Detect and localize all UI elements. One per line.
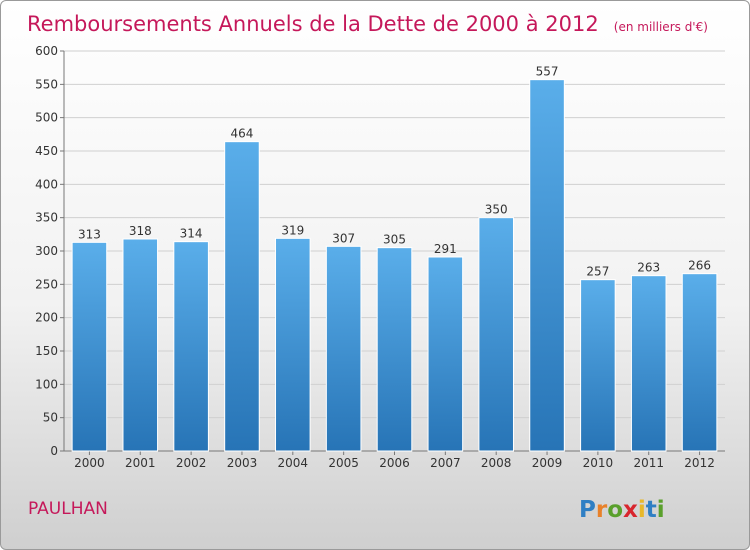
y-tick-label: 250 <box>35 277 58 291</box>
y-tick-label: 400 <box>35 177 58 191</box>
bar-2004 <box>275 237 311 452</box>
y-tick-label: 200 <box>35 311 58 325</box>
x-tick-label: 2007 <box>430 456 461 470</box>
chart-title-unit: (en milliers d'€) <box>614 20 708 34</box>
bar-2003 <box>224 141 260 452</box>
x-tick-label: 2005 <box>328 456 359 470</box>
data-label-2012: 266 <box>688 259 711 273</box>
bar-2005 <box>325 245 362 452</box>
bar-2012 <box>681 273 718 452</box>
data-labels: 313 318 314 464 319 307 305 291 350 557 257 263 266 <box>78 65 711 279</box>
y-tick-label: 50 <box>43 411 58 425</box>
logo-letter: x <box>623 497 638 523</box>
data-label-2009: 557 <box>536 65 559 79</box>
logo-letter: i <box>657 497 665 523</box>
y-tick-label: 450 <box>35 144 58 158</box>
x-tick-label: 2000 <box>74 456 105 470</box>
data-label-2003: 464 <box>231 127 254 141</box>
data-label-2011: 263 <box>637 261 660 275</box>
x-tick-label: 2011 <box>633 456 664 470</box>
data-label-2000: 313 <box>78 227 101 241</box>
x-tick-label: 2012 <box>684 456 715 470</box>
bars <box>71 79 718 452</box>
proxiti-logo: Proxiti <box>579 497 665 523</box>
logo-letter: i <box>638 497 646 523</box>
y-tick-label: 100 <box>35 377 58 391</box>
y-tick-label: 350 <box>35 211 58 225</box>
x-tick-label: 2010 <box>583 456 614 470</box>
bar-2008 <box>478 217 514 452</box>
x-tick-label: 2004 <box>278 456 309 470</box>
x-tick-label: 2008 <box>481 456 512 470</box>
bar-2009 <box>529 79 565 452</box>
bar-2011 <box>630 275 667 452</box>
x-tick-label: 2006 <box>379 456 410 470</box>
data-label-2008: 350 <box>485 203 508 217</box>
x-tick-label: 2003 <box>227 456 258 470</box>
y-tick-label: 600 <box>35 44 58 58</box>
x-tick-label: 2009 <box>532 456 563 470</box>
y-tick-label: 150 <box>35 344 58 358</box>
bar-2000 <box>71 241 108 452</box>
x-tick-label: 2002 <box>176 456 207 470</box>
data-label-2005: 307 <box>332 231 355 245</box>
logo-letter: r <box>596 497 608 523</box>
bar-2007 <box>427 256 464 452</box>
y-tick-label: 0 <box>50 444 58 458</box>
y-tick-label: 300 <box>35 244 58 258</box>
x-tick-label: 2001 <box>125 456 156 470</box>
logo-letter: o <box>607 497 623 523</box>
data-label-2001: 318 <box>129 224 152 238</box>
data-label-2002: 314 <box>180 227 203 241</box>
bar-2006 <box>376 247 413 452</box>
chart-title-main: Remboursements Annuels de la Dette de 20… <box>27 12 599 36</box>
bar-2002 <box>173 241 209 452</box>
data-label-2010: 257 <box>586 265 609 279</box>
data-label-2004: 319 <box>281 223 304 237</box>
chart-title: Remboursements Annuels de la Dette de 20… <box>27 12 708 36</box>
commune-name: PAULHAN <box>28 499 108 519</box>
data-label-2007: 291 <box>434 242 457 256</box>
y-tick-label: 500 <box>35 111 58 125</box>
logo-letter: t <box>646 497 657 523</box>
y-tick-label: 550 <box>35 77 58 91</box>
data-label-2006: 305 <box>383 233 406 247</box>
bar-2001 <box>122 238 159 452</box>
logo-letter: P <box>579 497 596 523</box>
bar-2010 <box>580 279 616 452</box>
